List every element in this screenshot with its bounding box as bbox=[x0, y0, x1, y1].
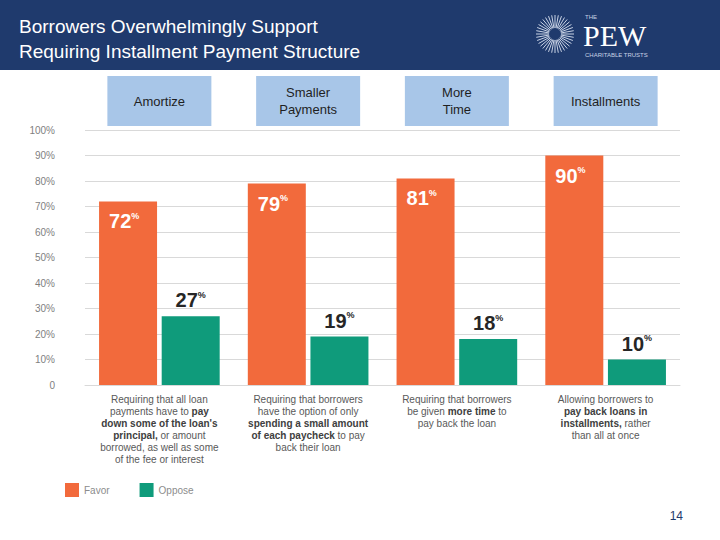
svg-text:spending a small amount: spending a small amount bbox=[248, 418, 369, 429]
svg-text:14: 14 bbox=[670, 509, 684, 523]
svg-text:CHARITABLE TRUSTS: CHARITABLE TRUSTS bbox=[585, 52, 648, 58]
svg-text:%: % bbox=[347, 310, 355, 320]
svg-text:borrowed, as well as some: borrowed, as well as some bbox=[100, 442, 219, 453]
svg-text:Requiring Installment Payment: Requiring Installment Payment Structure bbox=[19, 41, 360, 62]
svg-text:0: 0 bbox=[49, 380, 55, 391]
svg-text:%: % bbox=[429, 188, 437, 198]
svg-text:19: 19 bbox=[324, 310, 346, 332]
svg-text:to pay: to pay bbox=[335, 430, 365, 441]
svg-text:%: % bbox=[198, 290, 206, 300]
svg-text:be given: be given bbox=[407, 406, 448, 417]
svg-text:back their loan: back their loan bbox=[276, 442, 341, 453]
svg-text:or amount: or amount bbox=[158, 430, 206, 441]
svg-text:60%: 60% bbox=[35, 227, 55, 238]
svg-text:Oppose: Oppose bbox=[159, 485, 194, 496]
svg-text:%: % bbox=[280, 193, 288, 203]
svg-text:THE: THE bbox=[585, 14, 597, 20]
svg-text:90%: 90% bbox=[35, 150, 55, 161]
svg-text:of each paycheck: of each paycheck bbox=[251, 430, 335, 441]
svg-text:Allowing borrowers to: Allowing borrowers to bbox=[558, 394, 654, 405]
svg-text:%: % bbox=[131, 211, 139, 221]
svg-text:installments,: installments, bbox=[561, 418, 622, 429]
svg-text:%: % bbox=[578, 165, 586, 175]
svg-text:of the fee or interest: of the fee or interest bbox=[115, 454, 204, 465]
svg-text:10: 10 bbox=[622, 333, 644, 355]
svg-text:81: 81 bbox=[407, 187, 429, 209]
svg-text:80%: 80% bbox=[35, 176, 55, 187]
svg-text:have the option of only: have the option of only bbox=[258, 406, 359, 417]
svg-text:70%: 70% bbox=[35, 201, 55, 212]
svg-text:Favor: Favor bbox=[84, 485, 110, 496]
svg-text:pay back the loan: pay back the loan bbox=[418, 418, 496, 429]
svg-text:pay back loans in: pay back loans in bbox=[564, 406, 647, 417]
svg-text:More: More bbox=[442, 85, 472, 100]
svg-text:%: % bbox=[644, 333, 652, 343]
svg-text:Time: Time bbox=[443, 102, 471, 117]
svg-text:Payments: Payments bbox=[279, 102, 337, 117]
svg-text:Borrowers Overwhelmingly Suppo: Borrowers Overwhelmingly Support bbox=[19, 16, 319, 37]
svg-text:more time: more time bbox=[448, 406, 496, 417]
svg-text:90: 90 bbox=[555, 165, 577, 187]
svg-text:principal,: principal, bbox=[113, 430, 158, 441]
svg-text:72: 72 bbox=[109, 210, 131, 232]
svg-text:Amortize: Amortize bbox=[134, 94, 185, 109]
svg-text:Requiring that borrowers: Requiring that borrowers bbox=[402, 394, 512, 405]
svg-text:50%: 50% bbox=[35, 252, 55, 263]
svg-text:79: 79 bbox=[258, 193, 280, 215]
svg-text:30%: 30% bbox=[35, 303, 55, 314]
svg-text:rather: rather bbox=[622, 418, 652, 429]
svg-text:20%: 20% bbox=[35, 329, 55, 340]
svg-text:27: 27 bbox=[176, 289, 198, 311]
svg-text:to: to bbox=[496, 406, 508, 417]
svg-text:pay: pay bbox=[192, 406, 210, 417]
svg-text:10%: 10% bbox=[35, 354, 55, 365]
svg-text:payments have to: payments have to bbox=[110, 406, 192, 417]
svg-text:%: % bbox=[495, 313, 503, 323]
svg-text:18: 18 bbox=[473, 312, 495, 334]
svg-text:40%: 40% bbox=[35, 278, 55, 289]
svg-text:Requiring that all loan: Requiring that all loan bbox=[111, 394, 208, 405]
svg-text:100%: 100% bbox=[29, 125, 55, 136]
svg-text:PEW: PEW bbox=[583, 19, 647, 52]
svg-text:down some of the loan's: down some of the loan's bbox=[101, 418, 218, 429]
svg-text:Smaller: Smaller bbox=[286, 85, 331, 100]
svg-text:Requiring that borrowers: Requiring that borrowers bbox=[253, 394, 363, 405]
svg-text:than all at once: than all at once bbox=[572, 430, 640, 441]
svg-text:Installments: Installments bbox=[571, 94, 641, 109]
